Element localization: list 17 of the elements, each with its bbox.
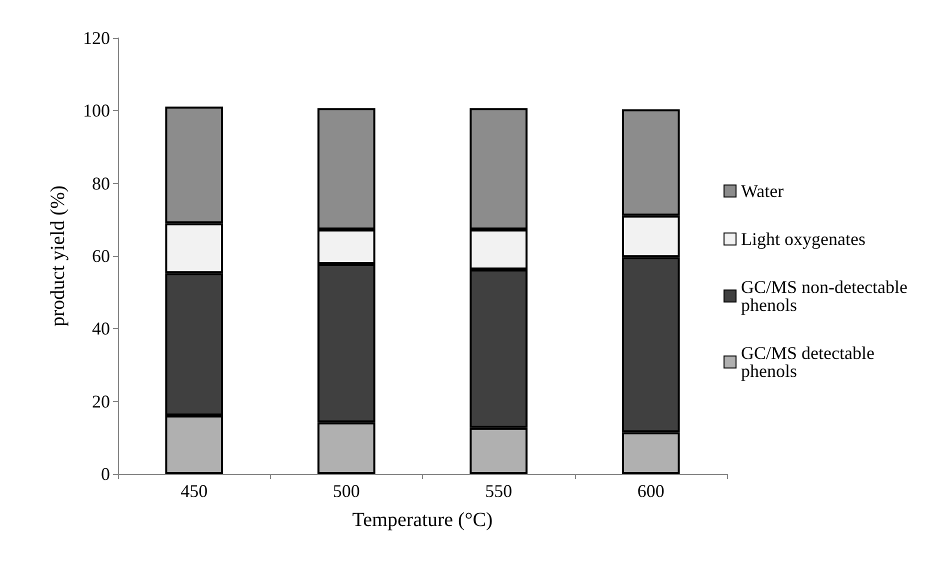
legend-label: Water <box>741 181 784 201</box>
y-axis-title: product yield (%) <box>47 185 69 327</box>
x-tick-label: 500 <box>332 481 360 501</box>
x-tick-label: 550 <box>485 481 512 501</box>
x-tick-label: 600 <box>637 481 664 501</box>
x-axis-title: Temperature (°C) <box>352 509 493 531</box>
legend-label: GC/MS non-detectable phenols <box>741 277 912 315</box>
y-tick-label: 40 <box>92 318 110 339</box>
legend-label: Light oxygenates <box>741 229 866 249</box>
y-tick-label: 20 <box>92 391 110 412</box>
y-tick-label: 120 <box>83 28 110 48</box>
y-tick-label: 100 <box>83 100 110 121</box>
y-tick-label: 0 <box>101 464 110 484</box>
x-tick-label: 450 <box>180 481 208 501</box>
y-tick-label: 80 <box>92 173 110 194</box>
y-tick-label: 60 <box>92 246 110 266</box>
legend-label: GC/MS detectable phenols <box>741 343 880 381</box>
